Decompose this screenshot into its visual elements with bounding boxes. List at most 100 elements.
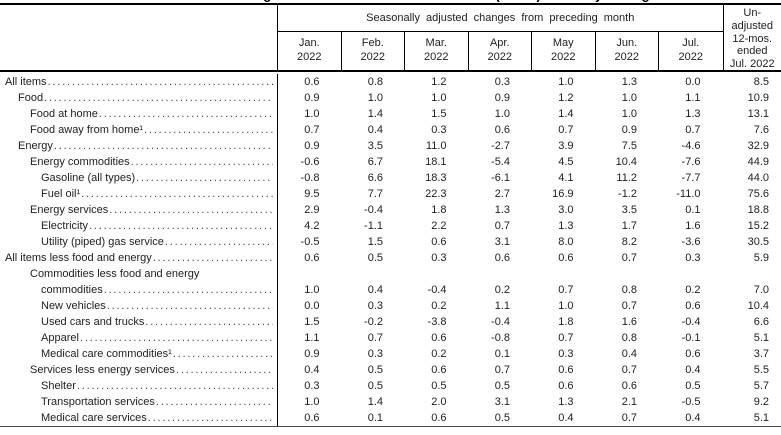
- value-cell: -0.5: [681, 396, 701, 408]
- value-cell: 2.7: [494, 188, 510, 200]
- month-header-jul: Jul. 2022: [678, 37, 703, 63]
- value-cell: 0.4: [685, 364, 701, 376]
- value-cell: -0.1: [681, 332, 701, 344]
- value-cell: 1.0: [558, 300, 574, 312]
- dot-leader: [156, 394, 273, 410]
- dot-leader: [145, 314, 273, 330]
- table-row: Energy services 2.9 -0.4 1.8 1.3 3.0 3.5 0.1 18.…: [0, 202, 781, 218]
- table-row: Shelter 0.3 0.5 0.5 0.5 0.6 0.6 0.5 5.7: [0, 378, 781, 394]
- value-cell: 1.5: [367, 236, 383, 248]
- value-cell: 4.1: [558, 172, 574, 184]
- value-cell: 1.0: [621, 108, 637, 120]
- dot-leader: [176, 362, 273, 378]
- value-cell: 11.0: [425, 140, 447, 152]
- value-cell: 0.4: [558, 412, 574, 424]
- value-cell: 1.8: [431, 204, 447, 216]
- row-label-cell: Services less energy services: [0, 362, 278, 378]
- value-cell: 1.3: [621, 76, 637, 88]
- value-cell: 1.1: [494, 300, 510, 312]
- row-label-cell: Food away from home¹: [0, 122, 278, 138]
- value-cell: 3.5: [621, 204, 637, 216]
- table-row: Food at home 1.0 1.4 1.5 1.0 1.4 1.0 1.3 13.1: [0, 106, 781, 122]
- value-cell: 1.4: [558, 108, 574, 120]
- row-label-cell: All items: [0, 74, 278, 90]
- unadjusted-value-cell: 5.5: [753, 364, 769, 376]
- value-cell: 16.9: [552, 188, 574, 200]
- table-header: Seasonally adjusted changes from precedi…: [0, 5, 781, 72]
- row-label: Fuel oil¹: [41, 188, 81, 200]
- row-label: Medical care commodities¹: [41, 348, 172, 360]
- value-cell: -0.4: [364, 204, 383, 216]
- value-cell: 0.4: [621, 348, 637, 360]
- dot-leader: [77, 378, 273, 394]
- value-cell: 0.5: [685, 380, 701, 392]
- unadjusted-value-cell: 30.5: [747, 236, 769, 248]
- value-cell: -1.1: [364, 220, 383, 232]
- value-cell: 0.6: [431, 412, 447, 424]
- value-cell: 22.3: [425, 188, 447, 200]
- dot-leader: [148, 410, 273, 426]
- table-row: Energy 0.9 3.5 11.0 -2.7 3.9 7.5 -4.6 32.9: [0, 138, 781, 154]
- unadjusted-value-cell: 15.2: [747, 220, 769, 232]
- value-cell: 8.0: [558, 236, 574, 248]
- dot-leader: [48, 74, 273, 90]
- table-row: Apparel 1.1 0.7 0.6 -0.8 0.7 0.8 -0.1 5.1: [0, 330, 781, 346]
- unadjusted-value-cell: 3.7: [753, 348, 769, 360]
- value-cell: 0.1: [367, 412, 383, 424]
- value-cell: 1.8: [558, 316, 574, 328]
- value-cell: 0.6: [304, 76, 320, 88]
- value-cell: -2.7: [491, 140, 510, 152]
- row-label: Used cars and trucks: [41, 316, 145, 328]
- unadjusted-value-cell: 6.6: [753, 316, 769, 328]
- value-cell: 8.2: [621, 236, 637, 248]
- value-cell: 0.3: [558, 348, 574, 360]
- value-cell: -0.8: [491, 332, 510, 344]
- dot-leader: [107, 298, 273, 314]
- row-label-cell: Food: [0, 90, 278, 106]
- unadjusted-value-cell: 32.9: [747, 140, 769, 152]
- value-cell: 0.3: [367, 300, 383, 312]
- value-cell: 4.2: [304, 220, 320, 232]
- value-cell: 1.6: [621, 316, 637, 328]
- dot-leader: [136, 170, 273, 186]
- dot-leader: [131, 154, 273, 170]
- value-cell: -0.4: [491, 316, 510, 328]
- row-label: Energy commodities: [30, 156, 130, 168]
- value-cell: 1.2: [431, 76, 447, 88]
- row-label-cell: New vehicles: [0, 298, 278, 314]
- month-header-feb: Feb. 2022: [342, 32, 405, 70]
- value-cell: 0.5: [367, 252, 383, 264]
- value-cell: 1.4: [367, 108, 383, 120]
- row-label: Gasoline (all types): [41, 172, 136, 184]
- value-cell: 1.3: [558, 220, 574, 232]
- value-cell: -5.4: [491, 156, 510, 168]
- value-cell: 1.5: [431, 108, 447, 120]
- row-label-cell: Energy: [0, 138, 278, 154]
- value-cell: 1.1: [685, 92, 701, 104]
- value-cell: -6.1: [491, 172, 510, 184]
- value-cell: -0.4: [427, 284, 447, 296]
- value-cell: 11.2: [616, 172, 637, 184]
- value-cell: 0.7: [621, 412, 637, 424]
- dot-leader: [173, 346, 273, 362]
- dot-leader: [104, 282, 273, 298]
- unadjusted-value-cell: 10.9: [747, 92, 769, 104]
- row-label: Food at home: [30, 108, 98, 120]
- value-cell: 3.5: [367, 140, 383, 152]
- row-label: Shelter: [41, 380, 76, 392]
- value-cell: 0.6: [558, 252, 574, 264]
- unadjusted-column-header: Un- adjusted 12-mos. ended Jul. 2022: [722, 5, 781, 70]
- dot-leader: [54, 138, 273, 154]
- value-cell: 0.5: [367, 364, 383, 376]
- value-cell: 0.7: [494, 220, 510, 232]
- row-label: Food: [18, 92, 44, 104]
- value-cell: 1.0: [558, 76, 574, 88]
- value-cell: 0.7: [558, 332, 574, 344]
- table-body: All items 0.6 0.8 1.2 0.3 1.0 1.3 0.0 8.5 Food 0.9…: [0, 72, 781, 427]
- value-cell: 1.5: [304, 316, 320, 328]
- unadjusted-value-cell: 5.9: [753, 252, 769, 264]
- row-label: Energy services: [30, 204, 109, 216]
- value-cell: 0.8: [367, 76, 383, 88]
- value-cell: 0.7: [685, 124, 701, 136]
